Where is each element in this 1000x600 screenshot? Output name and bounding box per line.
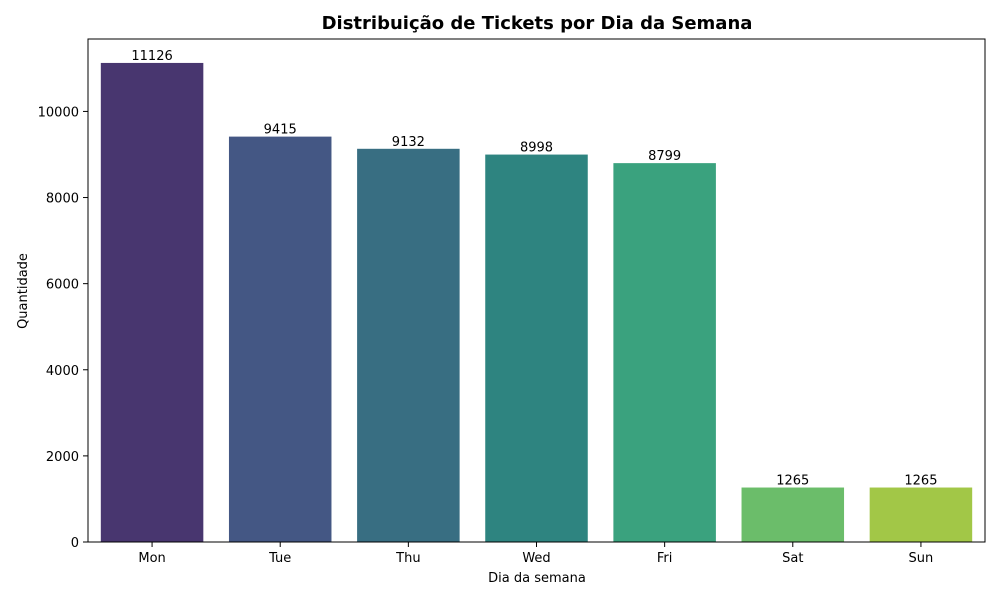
y-tick-label: 4000 [46,364,79,379]
y-axis: 0 2000 4000 6000 8000 10000 [38,105,88,551]
bar-value-label-sat: 1265 [776,474,809,489]
bar-labels-layer: 11126 9415 9132 8998 8799 1265 1265 [131,49,937,489]
x-tick-label-sat: Sat [782,551,803,566]
x-axis: Mon Tue Thu Wed Fri Sat Sun [138,542,933,566]
bar-value-label-mon: 11126 [131,49,172,64]
bar-value-label-sun: 1265 [904,474,937,489]
x-tick-label-tue: Tue [268,551,291,566]
x-axis-label: Dia da semana [488,571,586,586]
bar-value-label-wed: 8998 [520,141,553,156]
bar-fri [613,163,716,543]
y-tick-label: 8000 [46,192,79,207]
bar-value-label-thu: 9132 [392,135,425,150]
bar-sat [741,487,845,542]
bar-wed [485,154,588,543]
bars-layer [100,62,973,543]
y-tick-label: 2000 [46,450,79,465]
x-tick-label-sun: Sun [909,551,934,566]
bar-value-label-tue: 9415 [264,123,297,138]
bar-tue [228,136,332,542]
y-tick-label: 0 [71,536,79,551]
bar-thu [357,148,460,542]
bar-sun [869,487,973,542]
bar-mon [100,62,204,543]
y-tick-label: 6000 [46,278,79,293]
bar-value-label-fri: 8799 [648,149,681,164]
x-tick-label-wed: Wed [522,551,550,566]
x-tick-label-thu: Thu [395,551,420,566]
chart-title: Distribuição de Tickets por Dia da Seman… [322,13,753,34]
x-tick-label-mon: Mon [138,551,165,566]
y-axis-label: Quantidade [16,253,31,329]
x-tick-label-fri: Fri [657,551,673,566]
y-tick-label: 10000 [38,105,79,120]
